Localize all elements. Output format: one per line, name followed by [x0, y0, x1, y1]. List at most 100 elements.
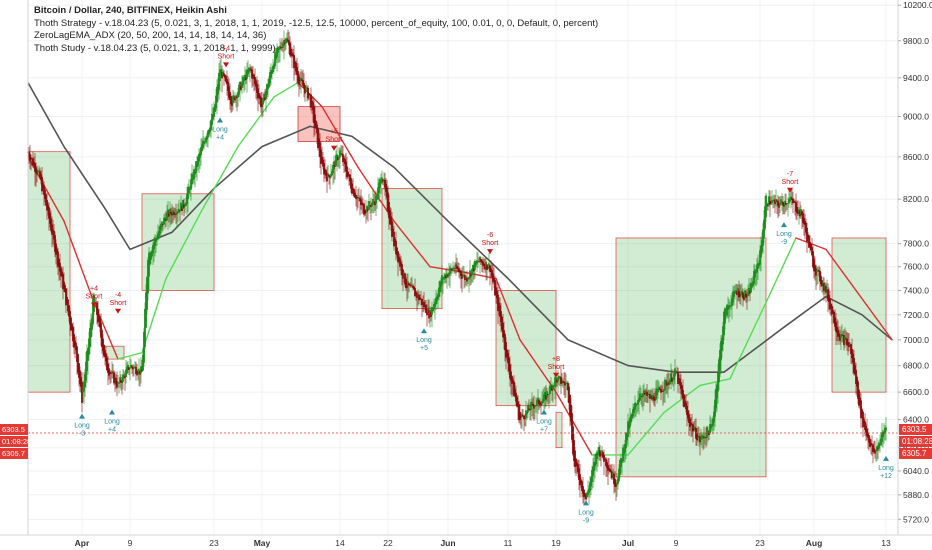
candle-body	[832, 310, 834, 314]
study-legend-thoth[interactable]: Thoth Study - v.18.04.23 (5, 0.021, 3, 1…	[34, 42, 276, 54]
candle-body	[677, 372, 679, 384]
study-legend-zerolag[interactable]: ZeroLagEMA_ADX (20, 50, 200, 14, 14, 18,…	[34, 30, 267, 41]
candle-body	[611, 471, 613, 478]
candle-body	[756, 264, 758, 273]
candle-body	[502, 323, 504, 338]
candle-body	[514, 388, 516, 397]
candle-body	[633, 406, 635, 413]
y-tick-label: 7000.0	[903, 335, 929, 345]
candle-body	[675, 371, 677, 373]
y-axis-labels: 10200.0 9800.0 9400.0 9000.0 8600.0 8200.0 780…	[898, 0, 932, 524]
candle-body	[332, 165, 334, 174]
candle-body	[283, 39, 285, 46]
candle-body	[340, 153, 342, 154]
candle-body	[434, 302, 436, 307]
candle-body	[217, 84, 219, 95]
candle-body	[881, 432, 883, 442]
candle-body	[358, 197, 360, 199]
candle-body	[837, 329, 839, 337]
short-value: -4	[115, 292, 121, 299]
candle-body	[806, 227, 808, 242]
candle-body	[229, 92, 231, 101]
candle-body	[365, 211, 367, 213]
candle-body	[394, 239, 396, 243]
candle-body	[211, 113, 213, 125]
candle-body	[139, 371, 141, 375]
candle-body	[463, 274, 465, 277]
candle-body	[511, 376, 513, 384]
candle-body	[38, 170, 40, 173]
candle-body	[336, 154, 338, 161]
candle-body	[172, 210, 174, 215]
y-tick-label: 8200.0	[903, 194, 929, 204]
candle-body	[97, 308, 99, 323]
candle-body	[280, 47, 282, 49]
candle-body	[753, 270, 755, 284]
candle-body	[29, 154, 31, 161]
candle-body	[252, 74, 254, 76]
study-legend-strategy[interactable]: Thoth Strategy - v.18.04.23 (5, 0.021, 3…	[34, 17, 599, 29]
candle-body	[28, 151, 30, 157]
candle-body	[665, 379, 667, 385]
candle-body	[521, 414, 523, 417]
candle-body	[179, 210, 181, 212]
candle-body	[749, 291, 751, 294]
candle-body	[341, 153, 343, 155]
ma-fast-segment	[165, 209, 203, 280]
candle-body	[683, 394, 685, 408]
candle-body	[773, 199, 775, 201]
candle-body	[241, 82, 243, 88]
candle-body	[613, 473, 615, 485]
candle-body	[411, 285, 413, 287]
candle-body	[483, 263, 485, 266]
candle-body	[424, 304, 426, 306]
candle-body	[618, 468, 620, 482]
candle-body	[784, 200, 786, 206]
candle-body	[276, 48, 278, 58]
candle-body	[315, 120, 317, 129]
candle-body	[452, 267, 454, 270]
candle-body	[761, 240, 763, 252]
candle-body	[712, 418, 714, 426]
symbol-title[interactable]: Bitcoin / Dollar, 240, BITFINEX, Heikin …	[34, 5, 227, 16]
candle-body	[734, 291, 736, 294]
candle-body	[508, 357, 510, 372]
candle-body	[136, 370, 138, 375]
candle-body	[271, 69, 273, 75]
candle-body	[591, 470, 593, 482]
candle-body	[603, 454, 605, 462]
candle-body	[82, 390, 84, 393]
candle-body	[268, 79, 270, 88]
candle-body	[298, 76, 300, 85]
candle-body	[602, 452, 604, 458]
candle-body	[644, 392, 646, 395]
candle-body	[672, 379, 674, 381]
candle-body	[254, 77, 256, 85]
candle-body	[307, 87, 309, 99]
candle-body	[188, 186, 190, 194]
short-arrow	[115, 308, 121, 314]
candle-body	[472, 264, 474, 273]
candle-body	[703, 436, 705, 439]
candle-body	[353, 189, 355, 197]
short-value: +5	[330, 129, 338, 136]
candle-body	[528, 408, 530, 410]
candle-body	[779, 203, 781, 206]
candle-body	[48, 207, 50, 219]
ma-fast-segment	[627, 411, 665, 456]
candle-body	[204, 141, 206, 143]
candle-body	[309, 94, 311, 95]
candle-body	[875, 449, 877, 452]
candle-body	[213, 107, 215, 117]
candle-body	[165, 219, 167, 221]
candle-body	[115, 377, 117, 385]
candle-body	[522, 415, 524, 417]
candle-body	[35, 167, 37, 174]
candle-body	[748, 287, 750, 295]
candle-body	[691, 424, 693, 425]
ma-fast-segment	[765, 237, 797, 304]
candle-body	[83, 382, 85, 392]
candle-body	[132, 366, 134, 370]
